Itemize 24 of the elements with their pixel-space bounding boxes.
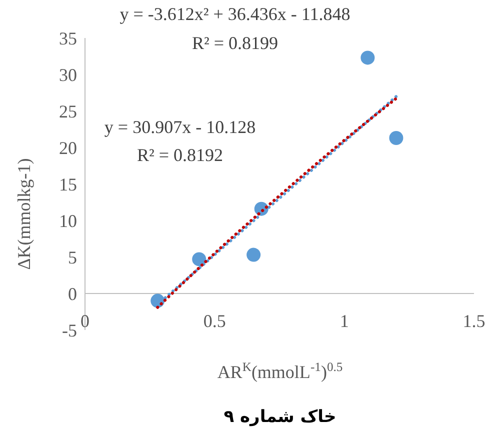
x-tick-label: 1 [340,311,349,331]
y-tick-label: 35 [59,28,77,48]
y-tick-label: 30 [59,64,77,85]
y-tick-label: 20 [59,138,77,158]
x-tick-label: 1.5 [462,311,486,331]
annotation: R² = 0.8199 [192,33,278,53]
y-tick-label: 15 [59,174,77,194]
y-tick-label: -5 [62,320,77,340]
annotation: y = 30.907x - 10.128 [104,117,256,137]
point [246,248,261,262]
y-tick-label: 0 [68,284,77,304]
point [389,131,404,146]
point [192,252,206,266]
y-tick-label: 10 [59,210,77,231]
y-axis-title: ΔK(mmolkg-1) [14,158,34,270]
y-tick-label: 5 [68,247,77,268]
y-tick-label: 25 [59,101,77,122]
x-tick-label: 0.5 [203,311,226,331]
text: y = -3.612x² + 36.436x - 11.848 [120,4,350,24]
x-axis-title: AR$^{K}$(mmolL$^{-1}$)$^{0.5}$ [217,360,343,382]
annotation: R² = 0.8192 [136,145,224,165]
x-tick-label: 0 [80,311,90,331]
point [360,50,375,65]
text: خاک شماره ۹ [224,407,336,427]
